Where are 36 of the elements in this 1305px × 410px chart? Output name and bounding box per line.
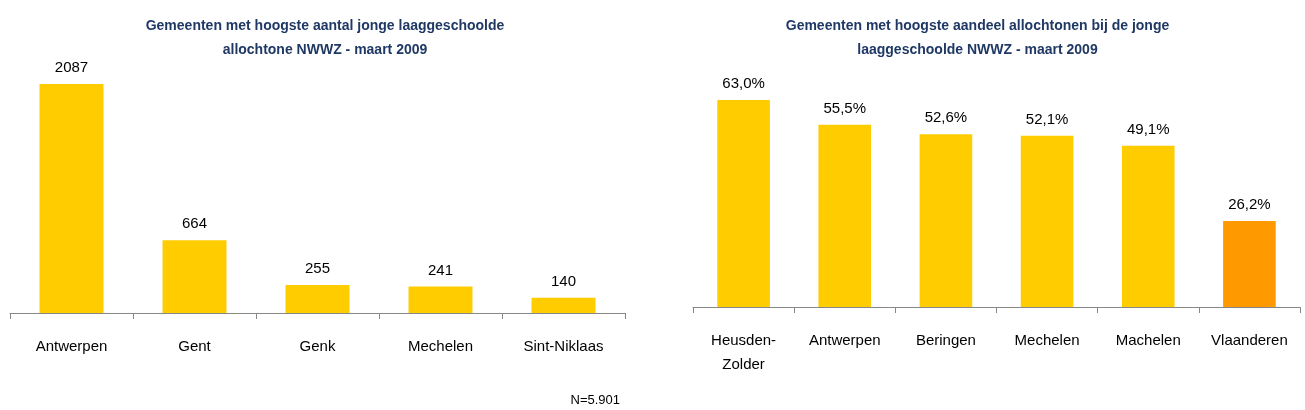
x-tick-label: Mechelen [1014, 330, 1080, 348]
bar [1121, 145, 1175, 307]
x-tick-label: Genk [299, 336, 336, 354]
x-tick-label: Heusden- Zolder [711, 330, 777, 372]
data-label: 664 [181, 214, 208, 232]
x-tick-label: Antwerpen [808, 330, 881, 348]
data-label: 52,1% [1025, 109, 1069, 127]
data-label: 241 [427, 260, 454, 278]
bar [39, 84, 104, 313]
data-label: 49,1% [1126, 119, 1170, 137]
bar [717, 100, 770, 307]
bar [818, 124, 872, 307]
chart-title: Gemeenten met hoogste aantal jonge laaggeschoolde allochtone NWWZ - maart 2009 [145, 17, 505, 57]
bar [162, 240, 227, 313]
data-label: 26,2% [1228, 194, 1271, 212]
bar [285, 285, 350, 313]
x-tick-label: Vlaanderen [1211, 330, 1288, 348]
data-label: 55,5% [823, 98, 867, 116]
x-tick-label: Beringen [915, 330, 976, 348]
data-label: 2087 [54, 58, 89, 75]
x-tick-label: Gent [178, 336, 212, 354]
bar [531, 297, 596, 313]
text: N=5.901 [570, 392, 620, 407]
data-label: 63,0% [722, 74, 765, 91]
chart-title: Gemeenten met hoogste aandeel allochtonen bij de jonge laaggeschoolde NWWZ - maart 2009 [785, 17, 1170, 57]
bar [408, 286, 473, 313]
x-tick-label: Antwerpen [35, 336, 108, 354]
bar [1223, 220, 1276, 307]
data-label: 140 [550, 271, 577, 289]
data-label: 255 [304, 259, 331, 277]
x-tick-label: Mechelen [407, 336, 474, 354]
x-tick-label: Machelen [1115, 330, 1181, 348]
x-tick-label: Sint-Niklaas [523, 336, 604, 354]
bar [1020, 135, 1074, 307]
bar [919, 134, 973, 307]
data-label: 52,6% [924, 108, 968, 126]
